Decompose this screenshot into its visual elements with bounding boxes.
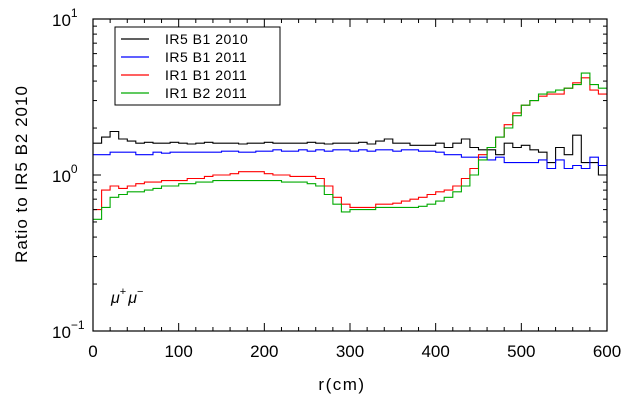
annotation-sup-minus: −	[137, 286, 143, 298]
legend-box	[114, 26, 281, 106]
legend-label-1: IR5 B1 2010	[165, 31, 248, 47]
x-tick-label: 300	[336, 342, 364, 361]
x-tick-label: 400	[421, 342, 449, 361]
y-tick-exponent: −1	[71, 318, 85, 332]
series-layer	[93, 72, 607, 220]
x-tick-label: 200	[250, 342, 278, 361]
series-line-1	[93, 130, 607, 176]
x-tick-label: 100	[164, 342, 192, 361]
legend: IR5 B1 2010 IR5 B1 2011 IR1 B1 2011 IR1 B2 …	[114, 26, 281, 106]
y-tick-base: 10	[52, 11, 71, 30]
y-axis-label: Ratio to IR5 B2 2010	[12, 85, 31, 263]
x-tick-label: 500	[507, 342, 535, 361]
ticks-layer	[92, 18, 608, 332]
x-tick-labels: 0 100 200 300 400 500 600	[88, 342, 621, 361]
y-tick-label: 10−1	[52, 318, 85, 342]
annotation-mu-2: μ	[127, 290, 137, 307]
y-tick-base: 10	[52, 323, 71, 342]
series-line-4	[93, 72, 607, 220]
x-tick-label: 0	[88, 342, 97, 361]
series-line-2	[93, 149, 607, 170]
legend-label-2: IR5 B1 2011	[165, 49, 247, 65]
y-tick-label: 101	[52, 6, 78, 30]
legend-label-4: IR1 B2 2011	[165, 85, 247, 101]
annotation-sup-plus: +	[120, 286, 126, 298]
annotation-mu-1: μ	[110, 290, 120, 307]
y-tick-base: 10	[52, 167, 71, 186]
x-axis-label: r(cm)	[318, 375, 365, 394]
y-tick-label: 100	[52, 162, 78, 186]
x-tick-label: 600	[593, 342, 621, 361]
y-tick-exponent: 1	[71, 6, 78, 20]
y-tick-exponent: 0	[71, 162, 78, 176]
mu-mu-annotation: μ+ μ−	[110, 286, 143, 307]
legend-label-3: IR1 B1 2011	[165, 67, 247, 83]
